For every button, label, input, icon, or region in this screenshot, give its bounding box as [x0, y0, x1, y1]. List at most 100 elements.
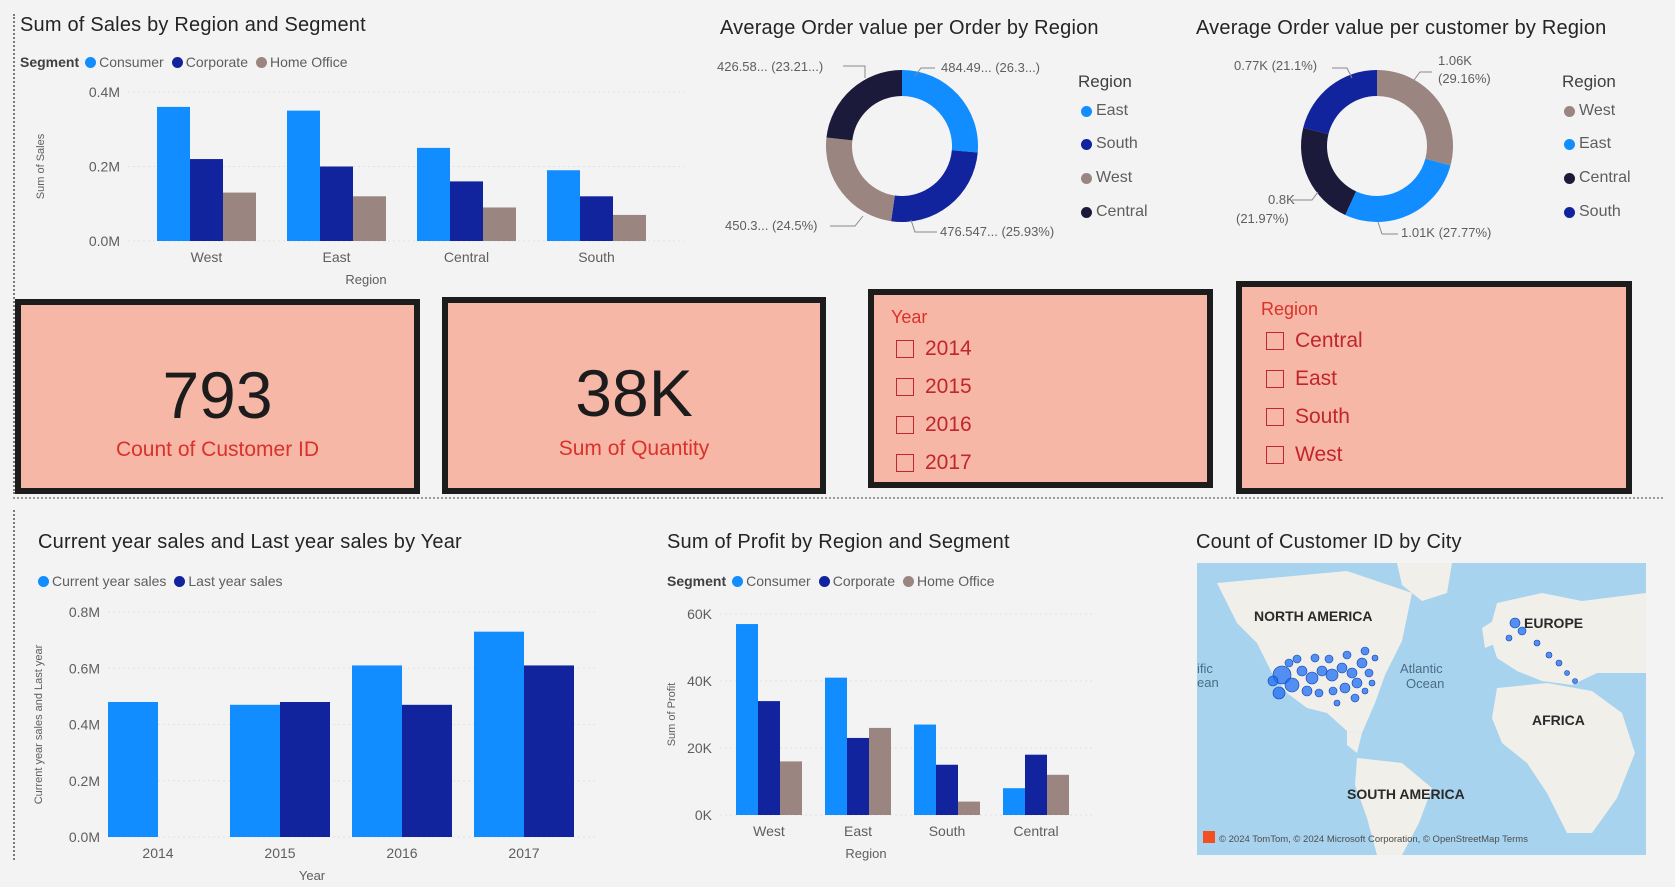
x-axis-label: Year — [299, 868, 326, 883]
chart-legend[interactable]: Segment Consumer Corporate Home Office — [20, 54, 356, 70]
x-tick-label: 2017 — [508, 845, 539, 861]
yoy-plot-area: 0.8M 0.6M 0.4M 0.2M 0.0M 2014 2015 2016 2017 Year… — [33, 604, 596, 883]
checkbox[interactable] — [896, 340, 914, 358]
bar-south-home-office[interactable] — [613, 214, 646, 241]
legend-item-south[interactable]: South — [1081, 135, 1138, 153]
bar-2016-current-year-sales[interactable] — [352, 665, 402, 837]
data-label: 0.77K (21.1%) — [1234, 58, 1317, 73]
bar-central-corporate[interactable] — [1025, 754, 1047, 815]
slicer-option-2014[interactable]: 2014 — [896, 337, 972, 361]
sales-by-region-chart[interactable]: Sum of Sales by Region and Segment Segme… — [16, 10, 696, 300]
bar-central-home-office[interactable] — [483, 207, 516, 241]
legend-item-west[interactable]: West — [1081, 169, 1132, 187]
bar-2015-last-year-sales[interactable] — [280, 702, 330, 837]
bar-west-consumer[interactable] — [157, 106, 190, 242]
quantity-sum-card[interactable]: 38K Sum of Quantity — [442, 297, 826, 494]
bar-east-home-office[interactable] — [869, 727, 891, 815]
checkbox[interactable] — [1266, 370, 1284, 388]
legend-item-corporate[interactable]: Corporate — [171, 54, 248, 70]
year-slicer[interactable]: Year 2014 2015 2016 2017 — [868, 289, 1213, 488]
slice-west[interactable] — [826, 137, 895, 222]
bar-central-consumer[interactable] — [417, 147, 450, 241]
checkbox[interactable] — [896, 454, 914, 472]
legend-item-current-year[interactable]: Current year sales — [38, 573, 166, 589]
legend-item-home-office[interactable]: Home Office — [902, 573, 995, 589]
slicer-option-west[interactable]: West — [1266, 443, 1342, 467]
bar-central-corporate[interactable] — [450, 181, 483, 241]
legend-item-consumer[interactable]: Consumer — [732, 573, 811, 589]
chart-legend[interactable]: Current year sales Last year sales — [38, 573, 291, 589]
checkbox[interactable] — [896, 416, 914, 434]
bar-west-corporate[interactable] — [758, 701, 780, 815]
slice-central[interactable] — [826, 70, 902, 141]
bar-2017-current-year-sales[interactable] — [474, 631, 524, 837]
bar-east-home-office[interactable] — [353, 196, 386, 241]
bar-east-corporate[interactable] — [320, 166, 353, 242]
bar-2015-current-year-sales[interactable] — [230, 704, 280, 837]
aov-per-order-chart[interactable]: Average Order value per Order by Region … — [715, 10, 1160, 255]
profit-by-region-chart[interactable]: Sum of Profit by Region and Segment Segm… — [660, 525, 1100, 865]
checkbox[interactable] — [1266, 408, 1284, 426]
x-tick-label: South — [578, 249, 615, 265]
bar-central-home-office[interactable] — [1047, 774, 1069, 815]
legend-item-last-year[interactable]: Last year sales — [174, 573, 283, 589]
slicer-option-2017[interactable]: 2017 — [896, 451, 972, 475]
legend-item-corporate[interactable]: Corporate — [818, 573, 895, 589]
data-label: 484.49... (26.3...) — [941, 60, 1040, 75]
x-tick-label: West — [753, 823, 785, 839]
slice-east[interactable] — [902, 70, 978, 153]
bar-west-home-office[interactable] — [780, 761, 802, 815]
bar-south-corporate[interactable] — [936, 764, 958, 815]
legend-item-east[interactable]: East — [1564, 135, 1611, 153]
bar-south-consumer[interactable] — [547, 170, 580, 241]
y-axis-label: Sum of Profit — [666, 683, 678, 747]
legend-item-central[interactable]: Central — [1564, 169, 1631, 187]
bar-2014-current-year-sales[interactable] — [108, 702, 158, 837]
bar-east-consumer[interactable] — [825, 677, 847, 815]
legend-item-consumer[interactable]: Consumer — [85, 54, 164, 70]
slicer-option-east[interactable]: East — [1266, 367, 1337, 391]
slice-east[interactable] — [1345, 158, 1451, 222]
legend-item-south[interactable]: South — [1564, 203, 1621, 221]
bar-south-corporate[interactable] — [580, 196, 613, 241]
checkbox[interactable] — [896, 378, 914, 396]
data-label: 1.06K — [1438, 53, 1472, 68]
bar-west-home-office[interactable] — [223, 192, 256, 241]
bar-east-corporate[interactable] — [847, 737, 869, 815]
slice-west[interactable] — [1377, 70, 1453, 166]
slice-south[interactable] — [1303, 70, 1377, 135]
legend-item-central[interactable]: Central — [1081, 203, 1148, 221]
slice-south[interactable] — [891, 150, 978, 223]
customer-bubbles — [1267, 646, 1379, 707]
y-axis-label: Current year sales and Last year — [33, 644, 45, 804]
slicer-option-2016[interactable]: 2016 — [896, 413, 972, 437]
legend-item-east[interactable]: East — [1081, 102, 1128, 120]
region-slicer[interactable]: Region Central East South West — [1236, 281, 1632, 494]
customer-count-card[interactable]: 793 Count of Customer ID — [15, 299, 420, 494]
chart-legend[interactable]: Segment Consumer Corporate Home Office — [667, 573, 1003, 589]
land-europe — [1489, 593, 1646, 685]
bar-east-consumer[interactable] — [287, 110, 320, 241]
x-tick-label: East — [322, 249, 350, 265]
legend-item-west[interactable]: West — [1564, 102, 1615, 120]
slicer-option-central[interactable]: Central — [1266, 329, 1363, 353]
slice-central[interactable] — [1301, 127, 1357, 216]
map-attribution[interactable]: © 2024 TomTom, © 2024 Microsoft Corporat… — [1219, 834, 1528, 845]
bar-west-consumer[interactable] — [736, 624, 758, 815]
bar-south-consumer[interactable] — [914, 724, 936, 815]
bar-2017-last-year-sales[interactable] — [524, 665, 574, 837]
checkbox[interactable] — [1266, 332, 1284, 350]
yoy-sales-chart[interactable]: Current year sales and Last year sales b… — [30, 525, 630, 885]
bar-2016-last-year-sales[interactable] — [402, 704, 452, 837]
bar-west-corporate[interactable] — [190, 159, 223, 241]
city-map[interactable]: NORTH AMERICA EUROPE AFRICA SOUTH AMERIC… — [1197, 563, 1646, 855]
legend-item-home-office[interactable]: Home Office — [255, 54, 348, 70]
data-label: 426.58... (23.21...) — [717, 59, 823, 74]
checkbox[interactable] — [1266, 446, 1284, 464]
bar-central-consumer[interactable] — [1003, 788, 1025, 815]
slicer-option-south[interactable]: South — [1266, 405, 1350, 429]
slicer-option-2015[interactable]: 2015 — [896, 375, 972, 399]
y-axis-label: Sum of Sales — [35, 133, 47, 199]
bar-south-home-office[interactable] — [958, 801, 980, 815]
aov-per-customer-chart[interactable]: Average Order value per customer by Regi… — [1192, 10, 1667, 255]
